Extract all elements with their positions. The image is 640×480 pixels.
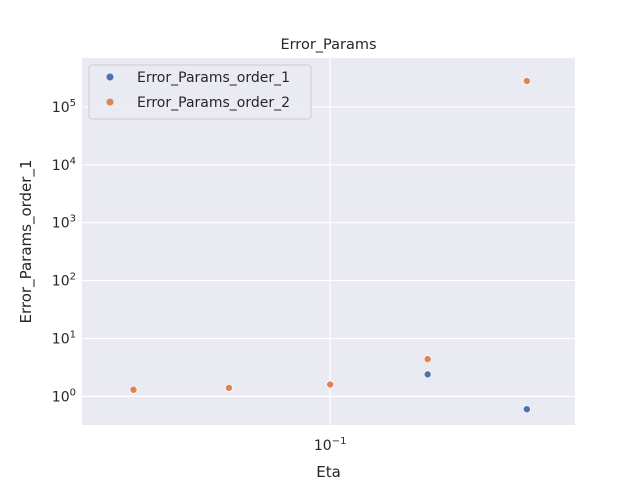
- y-axis-tick-labels: 100 101 102 103 104 105: [52, 98, 76, 405]
- data-point-s2-3: [423, 355, 432, 363]
- y-tick-label-3: 103: [52, 214, 76, 232]
- data-point-s2-4: [523, 77, 531, 85]
- y-tick-label-1: 101: [52, 329, 76, 347]
- y-axis-label: Error_Params_order_1: [17, 160, 36, 324]
- legend-marker-order-2: [106, 98, 114, 106]
- legend-label-order-1: Error_Params_order_1: [137, 70, 290, 86]
- legend-label-order-2: Error_Params_order_2: [137, 95, 290, 111]
- x-axis-tick-labels: 10−1: [314, 436, 347, 454]
- data-point-s2-0: [129, 385, 138, 394]
- x-axis-label: Eta: [316, 463, 341, 480]
- y-tick-label-4: 104: [52, 156, 76, 174]
- data-point-s1-3: [423, 370, 432, 379]
- data-point-s2-2: [326, 380, 334, 389]
- x-tick-label-0: 10−1: [314, 436, 347, 454]
- chart-title: Error_Params: [280, 37, 376, 53]
- legend-box: [88, 64, 312, 120]
- legend-marker-order-1: [106, 73, 114, 81]
- y-tick-label-0: 100: [52, 387, 76, 405]
- data-points: [129, 77, 531, 413]
- data-point-s1-4: [523, 405, 531, 413]
- y-tick-label-2: 102: [52, 272, 76, 290]
- legend: Error_Params_order_1 Error_Params_order_…: [88, 64, 312, 120]
- data-point-s2-1: [225, 384, 233, 392]
- y-tick-label-5: 105: [52, 98, 76, 116]
